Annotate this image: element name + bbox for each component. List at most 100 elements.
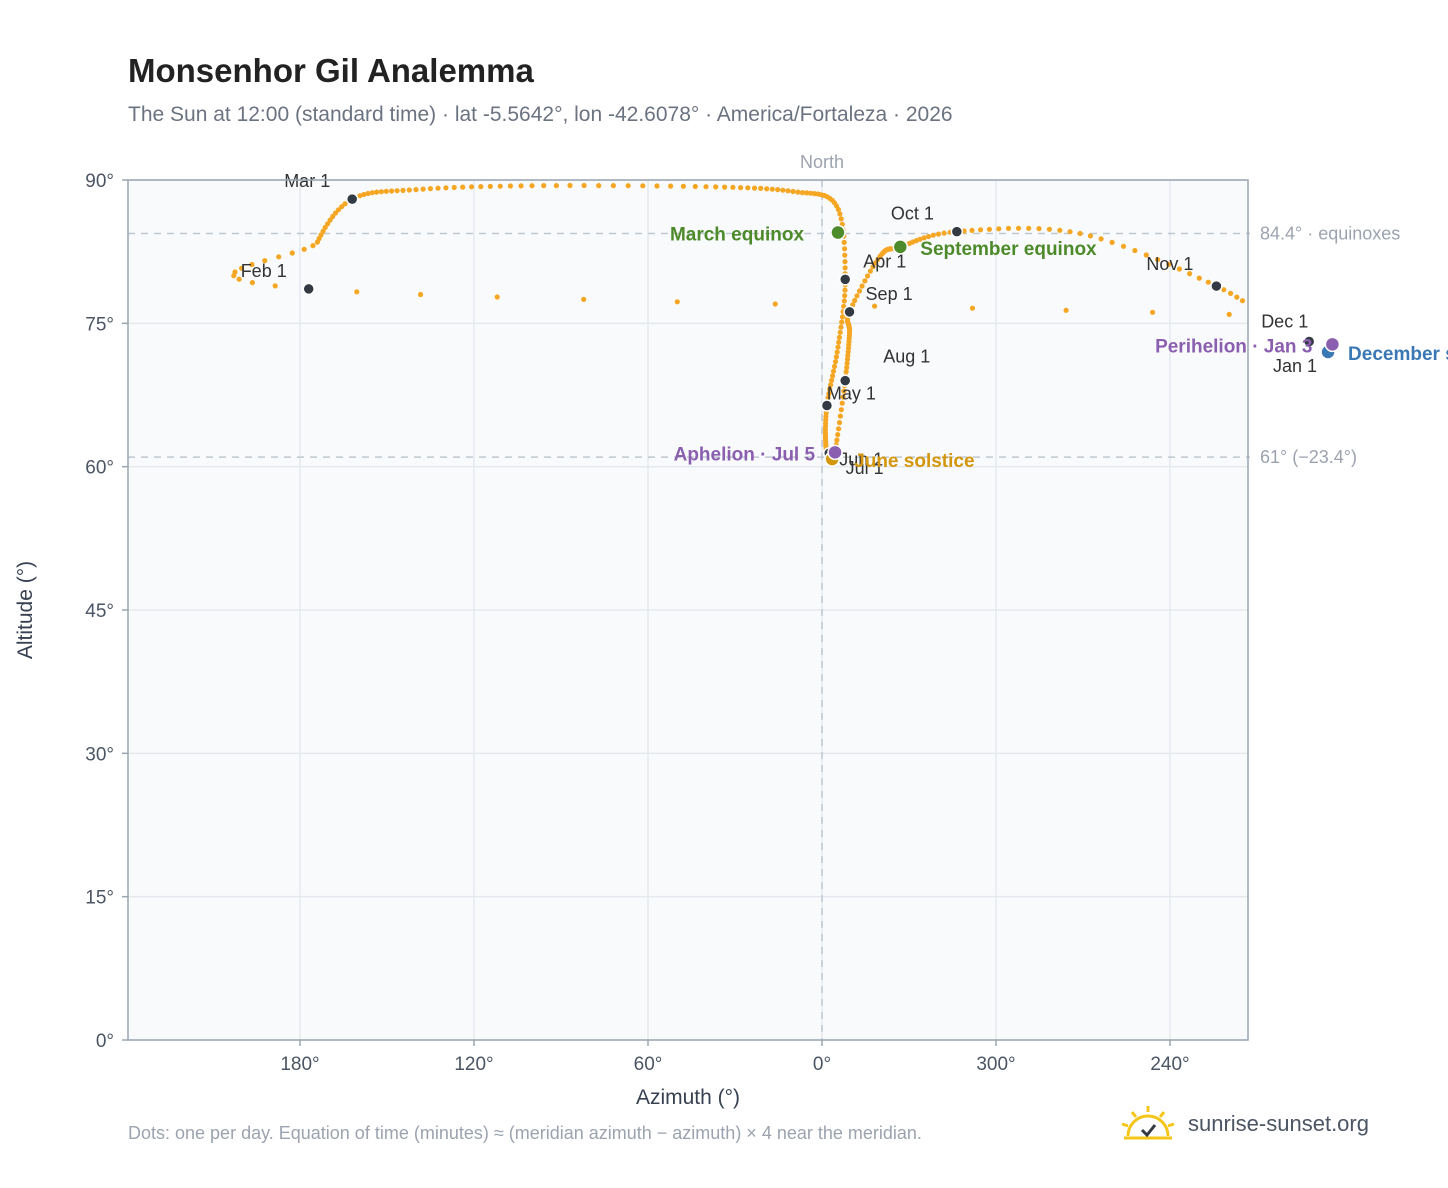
day-dot xyxy=(854,293,860,299)
event-markers: March equinox September equinox June solst… xyxy=(670,225,1448,472)
day-dot xyxy=(327,217,333,223)
day-dot xyxy=(654,183,660,189)
day-dot xyxy=(1205,279,1211,285)
day-dot xyxy=(769,186,775,192)
day-dot xyxy=(795,189,801,195)
day-dot xyxy=(867,268,874,274)
day-dot xyxy=(374,189,380,195)
day-dot xyxy=(469,184,475,190)
day-dot xyxy=(239,265,245,271)
day-dot xyxy=(730,184,736,190)
day-dot xyxy=(518,183,524,189)
y-tick-label: 45° xyxy=(85,601,114,622)
day-dot xyxy=(831,363,838,370)
day-dot xyxy=(1155,257,1161,263)
day-dot xyxy=(969,305,976,311)
brand-logo[interactable]: sunrise-sunset.org xyxy=(1120,1100,1369,1148)
day-dot xyxy=(1187,271,1193,277)
day-dot xyxy=(842,259,848,265)
day-dot xyxy=(1077,230,1083,237)
day-dot xyxy=(1120,243,1127,249)
day-dot xyxy=(917,236,923,242)
day-dot xyxy=(839,400,845,406)
day-dot xyxy=(926,233,932,240)
y-tick-label: 75° xyxy=(85,314,114,335)
day-dot xyxy=(830,373,836,379)
x-tick-label: 180° xyxy=(280,1054,319,1075)
month-marker xyxy=(838,374,852,387)
day-dot xyxy=(969,227,975,233)
day-dot xyxy=(460,184,466,190)
day-dot xyxy=(804,190,810,196)
day-dot xyxy=(507,183,513,189)
x-tick-label: 0° xyxy=(813,1054,831,1075)
footnote: Dots: one per day. Equation of time (min… xyxy=(128,1123,922,1143)
axis-ticks: 0° 15° 30° 45° 60° 75° 90° 180° 240° 300° 0° 60° 120… xyxy=(85,171,1189,1075)
day-dot xyxy=(799,190,806,196)
day-dot xyxy=(844,360,850,366)
day-dot xyxy=(289,250,295,256)
sun-check-icon xyxy=(1121,1106,1175,1140)
day-dot xyxy=(738,185,744,191)
day-dot xyxy=(841,239,847,245)
day-dot xyxy=(722,184,728,190)
day-dot xyxy=(1036,226,1042,232)
day-dot xyxy=(986,226,993,232)
month-label: Sep 1 xyxy=(866,284,913,304)
month-label: Apr 1 xyxy=(863,251,906,271)
day-dot xyxy=(837,329,843,335)
day-dot xyxy=(357,193,363,199)
month-label: Aug 1 xyxy=(883,347,930,367)
day-dot xyxy=(841,388,847,394)
day-dot xyxy=(785,188,791,194)
day-dot xyxy=(834,437,840,443)
day-dot xyxy=(236,276,242,282)
day-dot xyxy=(838,324,844,330)
day-dot xyxy=(232,269,238,275)
day-dot xyxy=(378,189,384,195)
day-dot xyxy=(840,394,846,400)
month-label: Jun 1 xyxy=(839,449,883,469)
y-tick-label: 0° xyxy=(96,1031,114,1052)
day-dot xyxy=(365,190,371,197)
month-marker xyxy=(950,225,964,238)
x-tick-label: 60° xyxy=(634,1054,663,1075)
chart-subtitle: The Sun at 12:00 (standard time) · lat -… xyxy=(128,103,953,126)
month-marker xyxy=(820,399,834,412)
chart-title: Monsenhor Gil Analemma xyxy=(128,52,534,89)
day-dot xyxy=(383,188,389,194)
day-dot xyxy=(610,183,617,189)
day-dot xyxy=(844,356,851,362)
day-dot xyxy=(745,185,751,191)
month-label: Feb 1 xyxy=(241,261,287,281)
day-dot xyxy=(836,420,843,426)
day-dot xyxy=(1098,236,1104,242)
event-label: Perihelion · Jan 3 xyxy=(1155,336,1312,357)
x-tick-label: 120° xyxy=(454,1054,493,1075)
day-dot xyxy=(838,216,844,222)
day-dot xyxy=(828,382,834,388)
day-dot xyxy=(394,188,400,194)
day-dot xyxy=(1239,298,1246,304)
day-dot xyxy=(1226,311,1232,317)
day-dot xyxy=(808,190,814,196)
month-marker xyxy=(843,305,856,319)
day-dot xyxy=(451,184,457,191)
day-dot xyxy=(836,426,842,432)
day-dot xyxy=(837,211,843,217)
day-dot xyxy=(935,231,942,237)
day-dot xyxy=(872,303,878,309)
day-dot xyxy=(842,293,848,299)
day-dot xyxy=(758,185,764,191)
x-tick-label: 240° xyxy=(1150,1054,1189,1075)
y-axis-label: Altitude (°) xyxy=(14,561,37,659)
day-dot xyxy=(596,183,602,189)
day-dot xyxy=(751,185,758,191)
y-tick-label: 30° xyxy=(85,744,114,765)
day-dot xyxy=(842,287,848,293)
day-dot xyxy=(790,188,796,195)
day-dot xyxy=(713,184,719,190)
day-dot xyxy=(318,232,324,238)
reference-line-label: 61° (−23.4°) xyxy=(1260,447,1357,467)
